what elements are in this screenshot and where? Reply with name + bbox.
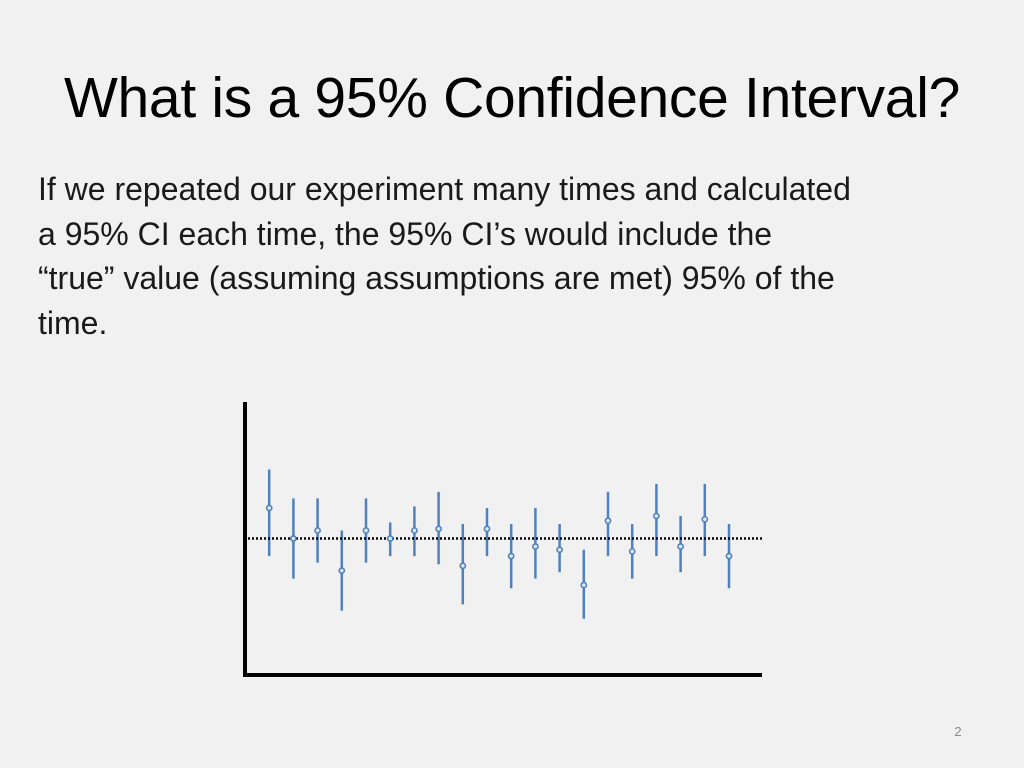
body-line-3: “true” value (assuming assumptions are m… [38,260,835,296]
point-estimate-7 [410,527,418,534]
point-estimate-9 [459,562,467,570]
point-estimate-10 [483,525,491,533]
point-estimate-4 [338,567,346,575]
body-line-1: If we repeated our experiment many times… [38,171,851,207]
point-estimate-14 [580,581,588,589]
page-number: 2 [954,724,962,739]
point-estimate-19 [701,515,709,523]
point-estimate-12 [532,543,539,550]
point-estimate-1 [265,504,273,512]
point-estimate-8 [435,525,442,533]
point-estimate-6 [386,535,394,542]
interval-group [267,469,731,619]
point-estimate-15 [604,517,612,525]
point-estimate-17 [653,512,660,520]
point-estimate-11 [507,552,515,560]
point-estimate-3 [314,527,321,534]
slide-title: What is a 95% Confidence Interval? [64,66,960,130]
body-line-2: a 95% CI each time, the 95% CI’s would i… [38,215,773,252]
point-estimate-16 [628,547,636,555]
point-estimate-20 [725,552,733,560]
point-estimate-2 [289,535,297,542]
slide-body: If we repeated our experiment many times… [38,167,998,345]
body-line-4: time. [38,304,108,341]
estimate-point-group [265,504,733,589]
point-estimate-13 [556,546,563,554]
point-estimate-18 [677,543,684,550]
point-estimate-5 [362,527,370,534]
